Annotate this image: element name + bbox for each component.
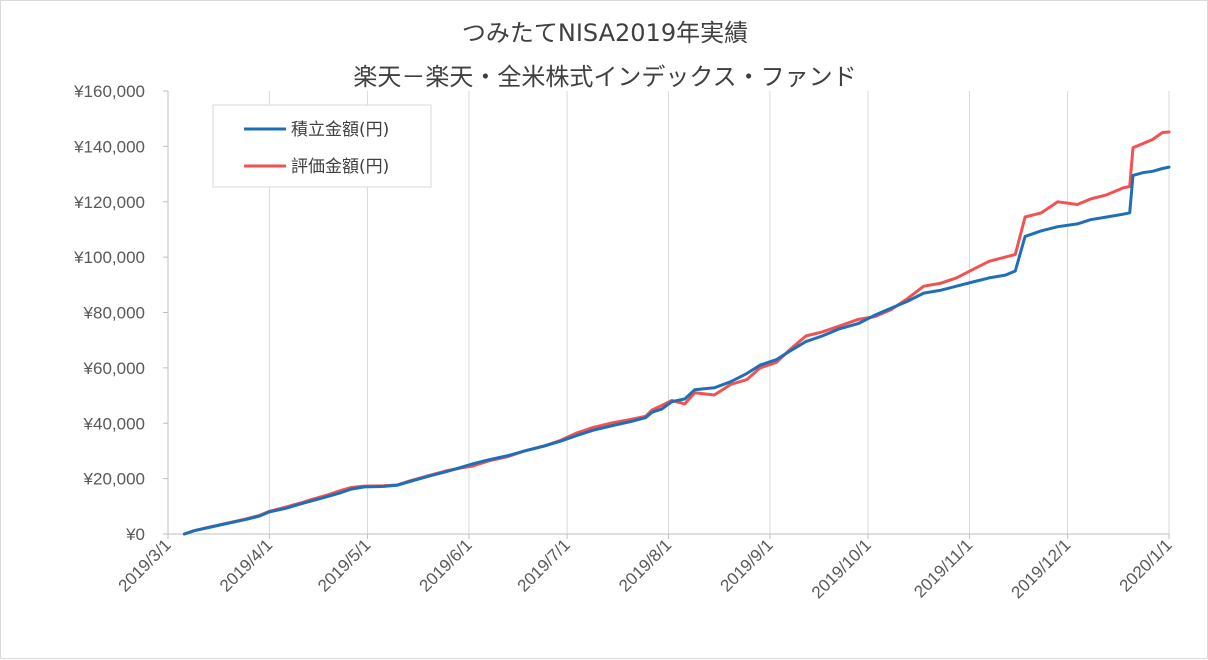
series-line-1 [182, 130, 1171, 536]
y-tick-label-8: ¥160,000 [73, 82, 145, 101]
legend-label-series-1: 評価金額(円) [291, 157, 389, 177]
x-tick-label-1: 2019/4/1 [216, 535, 276, 595]
x-tick-label-10: 2020/1/1 [1116, 535, 1176, 595]
y-tick-label-7: ¥140,000 [73, 137, 145, 156]
y-tick-label-0: ¥0 [125, 525, 145, 544]
y-tick-label-4: ¥80,000 [83, 304, 145, 323]
x-tick-label-2: 2019/5/1 [314, 535, 374, 595]
axes [163, 90, 1170, 539]
x-tick-label-7: 2019/10/1 [808, 535, 875, 602]
series-lines [182, 130, 1171, 536]
x-tick-label-4: 2019/7/1 [514, 535, 574, 595]
y-tick-label-6: ¥120,000 [73, 193, 145, 212]
y-tick-labels: ¥0 ¥20,000 ¥40,000 ¥60,000 ¥80,000 ¥100,000 ¥1… [73, 82, 145, 544]
x-tick-labels: 2019/3/1 2019/4/1 2019/5/1 2019/6/1 2019/7/1… [115, 535, 1176, 602]
x-tick-label-0: 2019/3/1 [115, 535, 175, 595]
x-tick-label-3: 2019/6/1 [416, 535, 476, 595]
y-tick-label-1: ¥20,000 [83, 470, 145, 489]
x-tick-label-8: 2019/11/1 [910, 535, 976, 601]
y-tick-label-5: ¥100,000 [73, 248, 145, 267]
x-tick-label-6: 2019/9/1 [717, 535, 777, 595]
series-line-0 [182, 165, 1171, 536]
legend-label-series-0: 積立金額(円) [291, 120, 389, 140]
y-tick-label-3: ¥60,000 [83, 359, 145, 378]
chart-title: つみたてNISA2019年実績 [462, 19, 748, 47]
x-tick-label-9: 2019/12/1 [1007, 535, 1074, 602]
y-tick-label-2: ¥40,000 [83, 414, 145, 433]
legend-box [212, 104, 432, 188]
chart-subtitle: 楽天－楽天・全米株式インデックス・ファンド [353, 63, 856, 91]
legend: 積立金額(円) 評価金額(円) [212, 104, 432, 188]
x-tick-label-5: 2019/8/1 [615, 535, 675, 595]
